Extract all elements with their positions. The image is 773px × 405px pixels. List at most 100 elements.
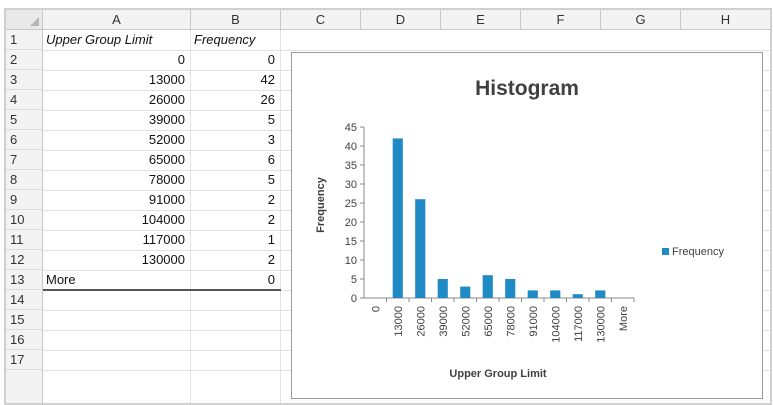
table-cell-frequency[interactable]: 42 bbox=[260, 72, 275, 87]
table-cell-limit[interactable]: 0 bbox=[177, 52, 185, 67]
row-header[interactable]: 15 bbox=[6, 310, 42, 330]
x-tick-label: 78000 bbox=[505, 306, 517, 337]
row-header[interactable]: 5 bbox=[6, 110, 42, 130]
y-tick-label: 35 bbox=[345, 160, 357, 172]
row-header[interactable]: 3 bbox=[6, 70, 42, 90]
table-cell-limit[interactable]: 65000 bbox=[148, 152, 185, 167]
y-tick-label: 10 bbox=[345, 255, 357, 267]
histogram-bar bbox=[595, 290, 606, 298]
histogram-bar bbox=[415, 199, 426, 298]
histogram-bar bbox=[392, 138, 403, 298]
column-header-g[interactable]: G bbox=[601, 10, 681, 29]
table-cell-frequency[interactable]: 2 bbox=[267, 212, 275, 227]
legend-label: Frequency bbox=[672, 246, 724, 258]
table-cell-frequency[interactable]: 2 bbox=[267, 192, 275, 207]
y-tick-label: 30 bbox=[345, 179, 357, 191]
x-tick-label: 0 bbox=[370, 306, 382, 312]
table-cell-limit[interactable]: 39000 bbox=[148, 112, 185, 127]
plot-area: 0 5 10 15 20 25 30 35 40 45 0 13000 26000 39000 52000 6… bbox=[345, 122, 635, 343]
x-tick-label: 65000 bbox=[483, 306, 495, 337]
table-cell-limit[interactable]: 117000 bbox=[142, 232, 185, 247]
column-header-b[interactable]: B bbox=[191, 10, 281, 29]
y-axis-label: Frequency bbox=[315, 176, 327, 233]
row-header[interactable]: 2 bbox=[6, 50, 42, 70]
histogram-bar bbox=[550, 290, 561, 298]
legend: Frequency bbox=[662, 246, 724, 258]
legend-swatch bbox=[662, 248, 669, 255]
table-cell-frequency[interactable]: 26 bbox=[260, 92, 275, 107]
table-header-frequency[interactable]: Frequency bbox=[194, 32, 256, 47]
chart-title: Histogram bbox=[475, 77, 579, 100]
y-tick-label: 5 bbox=[351, 274, 357, 286]
row-header[interactable]: 17 bbox=[6, 350, 42, 370]
table-cell-frequency[interactable]: 5 bbox=[267, 112, 275, 127]
histogram-chart-canvas: Histogram Frequency Upper Group Limit 0 5… bbox=[315, 77, 724, 380]
histogram-bar bbox=[437, 279, 448, 298]
row-header[interactable]: 4 bbox=[6, 90, 42, 110]
x-tick-label: 104000 bbox=[550, 306, 562, 343]
x-axis-label: Upper Group Limit bbox=[449, 368, 547, 380]
row-header[interactable]: 6 bbox=[6, 130, 42, 150]
gridline bbox=[190, 30, 191, 403]
x-tick-label: 117000 bbox=[573, 306, 585, 342]
table-cell-limit[interactable]: 13000 bbox=[148, 72, 185, 87]
row-header[interactable]: 14 bbox=[6, 290, 42, 310]
table-cell-frequency[interactable]: 0 bbox=[267, 52, 275, 67]
spreadsheet: A B C D E F G H 1 2 3 4 5 6 7 8 9 10 11 … bbox=[4, 8, 772, 405]
x-tick-label: 26000 bbox=[415, 306, 427, 337]
column-header-e[interactable]: E bbox=[441, 10, 521, 29]
table-cell-limit[interactable]: 130000 bbox=[141, 252, 185, 267]
table-cell-frequency[interactable]: 3 bbox=[267, 132, 275, 147]
gridline bbox=[280, 30, 281, 403]
y-tick-label: 20 bbox=[345, 217, 357, 229]
row-header[interactable]: 16 bbox=[6, 330, 42, 350]
column-header-bar: A B C D E F G H bbox=[6, 10, 770, 30]
table-cell-limit[interactable]: 104000 bbox=[141, 212, 185, 227]
table-cell-limit[interactable]: More bbox=[46, 272, 76, 287]
y-tick-label: 45 bbox=[345, 122, 357, 134]
column-header-h[interactable]: H bbox=[681, 10, 770, 29]
x-tick-label: More bbox=[618, 306, 630, 331]
row-header-bar: 1 2 3 4 5 6 7 8 9 10 11 12 13 14 15 16 1… bbox=[6, 30, 43, 403]
y-tick-label: 0 bbox=[351, 293, 357, 305]
y-tick-label: 15 bbox=[345, 236, 357, 248]
histogram-chart[interactable]: Histogram Frequency Upper Group Limit 0 5… bbox=[291, 52, 763, 399]
column-header-c[interactable]: C bbox=[281, 10, 361, 29]
x-tick-label: 52000 bbox=[460, 306, 472, 337]
row-header[interactable]: 10 bbox=[6, 210, 42, 230]
select-all-button[interactable] bbox=[6, 10, 43, 29]
column-header-a[interactable]: A bbox=[43, 10, 191, 29]
row-header[interactable]: 8 bbox=[6, 170, 42, 190]
row-header[interactable]: 12 bbox=[6, 250, 42, 270]
row-header[interactable]: 13 bbox=[6, 270, 42, 290]
table-cell-frequency[interactable]: 0 bbox=[267, 272, 275, 287]
table-bottom-border bbox=[43, 289, 281, 291]
x-tick-label: 39000 bbox=[438, 306, 450, 337]
y-tick-label: 25 bbox=[345, 198, 357, 210]
x-tick-label: 91000 bbox=[528, 306, 540, 337]
table-cell-frequency[interactable]: 2 bbox=[267, 252, 275, 267]
column-header-f[interactable]: F bbox=[521, 10, 601, 29]
row-header[interactable]: 11 bbox=[6, 230, 42, 250]
row-header[interactable]: 9 bbox=[6, 190, 42, 210]
table-cell-limit[interactable]: 91000 bbox=[148, 192, 185, 207]
histogram-bar bbox=[505, 279, 516, 298]
table-cell-limit[interactable]: 78000 bbox=[148, 172, 185, 187]
x-tick-label: 13000 bbox=[393, 306, 405, 337]
histogram-bar bbox=[527, 290, 538, 298]
histogram-bar bbox=[572, 294, 583, 298]
histogram-bar bbox=[460, 286, 471, 298]
table-cell-limit[interactable]: 52000 bbox=[148, 132, 185, 147]
table-cell-limit[interactable]: 26000 bbox=[148, 92, 185, 107]
column-header-d[interactable]: D bbox=[361, 10, 441, 29]
y-tick-label: 40 bbox=[345, 141, 357, 153]
x-tick-label: 130000 bbox=[595, 306, 607, 343]
table-cell-frequency[interactable]: 1 bbox=[267, 232, 275, 247]
table-cell-frequency[interactable]: 5 bbox=[267, 172, 275, 187]
row-header[interactable]: 1 bbox=[6, 30, 42, 50]
table-header-upper-group-limit[interactable]: Upper Group Limit bbox=[46, 32, 153, 47]
histogram-bar bbox=[482, 275, 493, 298]
row-header[interactable]: 7 bbox=[6, 150, 42, 170]
gridline bbox=[43, 50, 770, 51]
table-cell-frequency[interactable]: 6 bbox=[267, 152, 275, 167]
